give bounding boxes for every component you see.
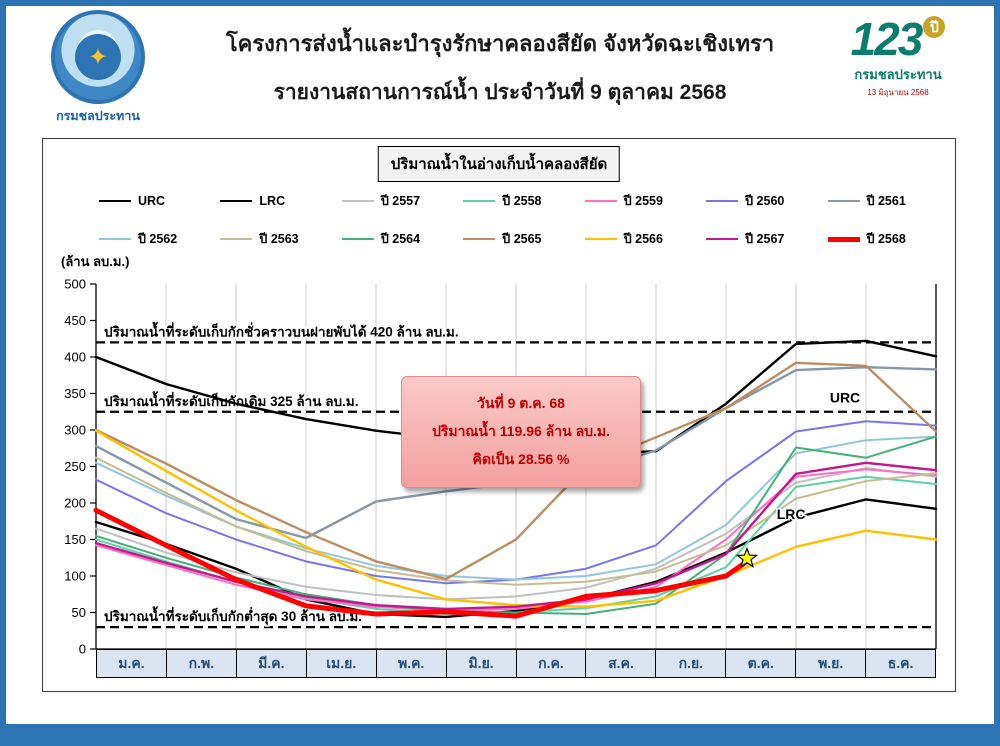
legend-item: ปี 2566 — [584, 229, 700, 249]
month-label: พ.ค. — [376, 649, 447, 678]
svg-text:ปริมาณน้ำที่ระดับเก็บกักชั่วคร: ปริมาณน้ำที่ระดับเก็บกักชั่วคราวบนฝายพับ… — [104, 321, 459, 339]
legend-swatch — [341, 200, 374, 202]
month-label: ส.ค. — [586, 649, 657, 678]
month-label: มี.ค. — [236, 649, 307, 678]
legend-label: ปี 2568 — [866, 232, 906, 246]
legend-label: ปี 2563 — [259, 232, 299, 246]
legend-item: ปี 2560 — [706, 191, 821, 211]
svg-text:300: 300 — [64, 423, 86, 438]
month-label: ก.ค. — [516, 649, 587, 678]
report-title-block: โครงการส่งน้ำและบำรุงรักษาคลองสียัด จังห… — [176, 26, 824, 109]
legend-item: ปี 2565 — [463, 229, 578, 249]
anniversary-logo: 123 ปี กรมชลประทาน 13 มิถุนายน 2568 — [828, 16, 968, 99]
svg-text:450: 450 — [64, 313, 86, 328]
month-label: ก.ย. — [656, 649, 727, 678]
legend-item: ปี 2562 — [99, 229, 214, 249]
legend-label: ปี 2560 — [745, 194, 785, 208]
callout-volume: ปริมาณน้ำ 119.96 ล้าน ลบ.ม. — [431, 423, 611, 439]
rid-logo-circle: ✦ — [51, 10, 145, 104]
legend-item: ปี 2563 — [220, 229, 335, 249]
month-label: ธ.ค. — [866, 649, 937, 678]
legend-item: ปี 2557 — [341, 191, 457, 211]
legend-label: ปี 2562 — [138, 232, 178, 246]
legend-swatch — [341, 238, 374, 240]
month-label: ต.ค. — [726, 649, 797, 678]
chart-panel: ปริมาณน้ำในอ่างเก็บน้ำคลองสียัด URC LRC … — [42, 138, 956, 692]
y-axis-unit-label: (ล้าน ลบ.ม.) — [61, 254, 130, 269]
legend-item: ปี 2558 — [463, 191, 578, 211]
rid-emblem-icon: ✦ — [75, 34, 121, 80]
svg-text:400: 400 — [64, 350, 86, 365]
svg-text:LRC: LRC — [777, 506, 806, 522]
anniversary-year-badge: ปี — [923, 16, 946, 38]
current-status-callout: วันที่ 9 ต.ค. 68 ปริมาณน้ำ 119.96 ล้าน ล… — [401, 376, 641, 488]
emblem-glyph: ✦ — [87, 43, 109, 71]
rid-logo-caption: กรมชลประทาน — [56, 109, 140, 123]
svg-text:0: 0 — [79, 642, 86, 657]
month-label: พ.ย. — [796, 649, 867, 678]
legend-label: ปี 2567 — [745, 232, 785, 246]
svg-text:URC: URC — [830, 389, 860, 405]
legend-label: ปี 2564 — [380, 232, 421, 246]
legend-item: LRC — [220, 191, 335, 211]
legend-label: ปี 2561 — [866, 194, 906, 208]
svg-text:100: 100 — [64, 569, 86, 584]
rid-logo: ✦ กรมชลประทาน — [40, 10, 156, 126]
month-label: มิ.ย. — [446, 649, 517, 678]
legend-swatch — [827, 236, 860, 242]
legend-label: ปี 2565 — [502, 232, 542, 246]
legend-swatch — [220, 238, 253, 240]
legend-label: URC — [138, 194, 166, 208]
legend-label: ปี 2566 — [623, 232, 663, 246]
legend-swatch — [706, 200, 739, 202]
svg-text:350: 350 — [64, 386, 86, 401]
month-label: เม.ย. — [306, 649, 377, 678]
svg-text:250: 250 — [64, 459, 86, 474]
legend-swatch — [99, 238, 131, 240]
anniversary-caption: กรมชลประทาน — [854, 67, 942, 82]
legend-item: ปี 2559 — [584, 191, 700, 211]
svg-text:50: 50 — [72, 605, 86, 620]
chart-legend: URC LRC ปี 2557 ปี 2558 ปี 2559 ปี 2560 … — [99, 191, 943, 249]
month-label: ก.พ. — [166, 649, 237, 678]
current-point-star-icon — [735, 546, 759, 568]
svg-text:500: 500 — [64, 277, 86, 292]
report-subtitle: รายงานสถานการณ์น้ำ ประจำวันที่ 9 ตุลาคม … — [273, 81, 727, 104]
legend-label: ปี 2557 — [380, 194, 421, 208]
svg-text:150: 150 — [64, 532, 86, 547]
legend-label: LRC — [259, 194, 286, 208]
svg-text:200: 200 — [64, 496, 86, 511]
legend-swatch — [220, 200, 253, 202]
legend-label: ปี 2558 — [502, 194, 542, 208]
x-axis-month-row: ม.ค. ก.พ. มี.ค. เม.ย. พ.ค. มิ.ย. ก.ค. ส.… — [96, 649, 937, 678]
report-title: โครงการส่งน้ำและบำรุงรักษาคลองสียัด จังห… — [225, 31, 775, 56]
legend-item: ปี 2561 — [827, 191, 943, 211]
legend-swatch — [827, 200, 860, 202]
chart-title: ปริมาณน้ำในอ่างเก็บน้ำคลองสียัด — [377, 146, 621, 182]
month-label: ม.ค. — [96, 649, 167, 678]
legend-label: ปี 2559 — [623, 194, 663, 208]
callout-percent: คิดเป็น 28.56 % — [472, 451, 570, 467]
anniversary-subcaption: 13 มิถุนายน 2568 — [867, 88, 929, 97]
legend-swatch — [584, 238, 617, 240]
legend-swatch — [99, 200, 131, 202]
legend-item: ปี 2568 — [827, 229, 943, 249]
svg-text:ปริมาณน้ำที่ระดับเก็บกักเดิม 3: ปริมาณน้ำที่ระดับเก็บกักเดิม 325 ล้าน ลบ… — [104, 391, 358, 409]
legend-swatch — [706, 238, 739, 240]
legend-swatch — [584, 200, 617, 202]
legend-item: ปี 2564 — [341, 229, 457, 249]
anniversary-number: 123 — [850, 13, 924, 65]
legend-swatch — [463, 200, 496, 202]
svg-text:ปริมาณน้ำที่ระดับเก็บกักต่ำสุด: ปริมาณน้ำที่ระดับเก็บกักต่ำสุด 30 ล้าน ล… — [104, 606, 362, 625]
legend-item: URC — [99, 191, 214, 211]
legend-item: ปี 2567 — [706, 229, 821, 249]
legend-swatch — [463, 238, 496, 240]
anniversary-123-icon: 123 ปี — [828, 16, 968, 62]
callout-date: วันที่ 9 ต.ค. 68 — [477, 395, 565, 411]
